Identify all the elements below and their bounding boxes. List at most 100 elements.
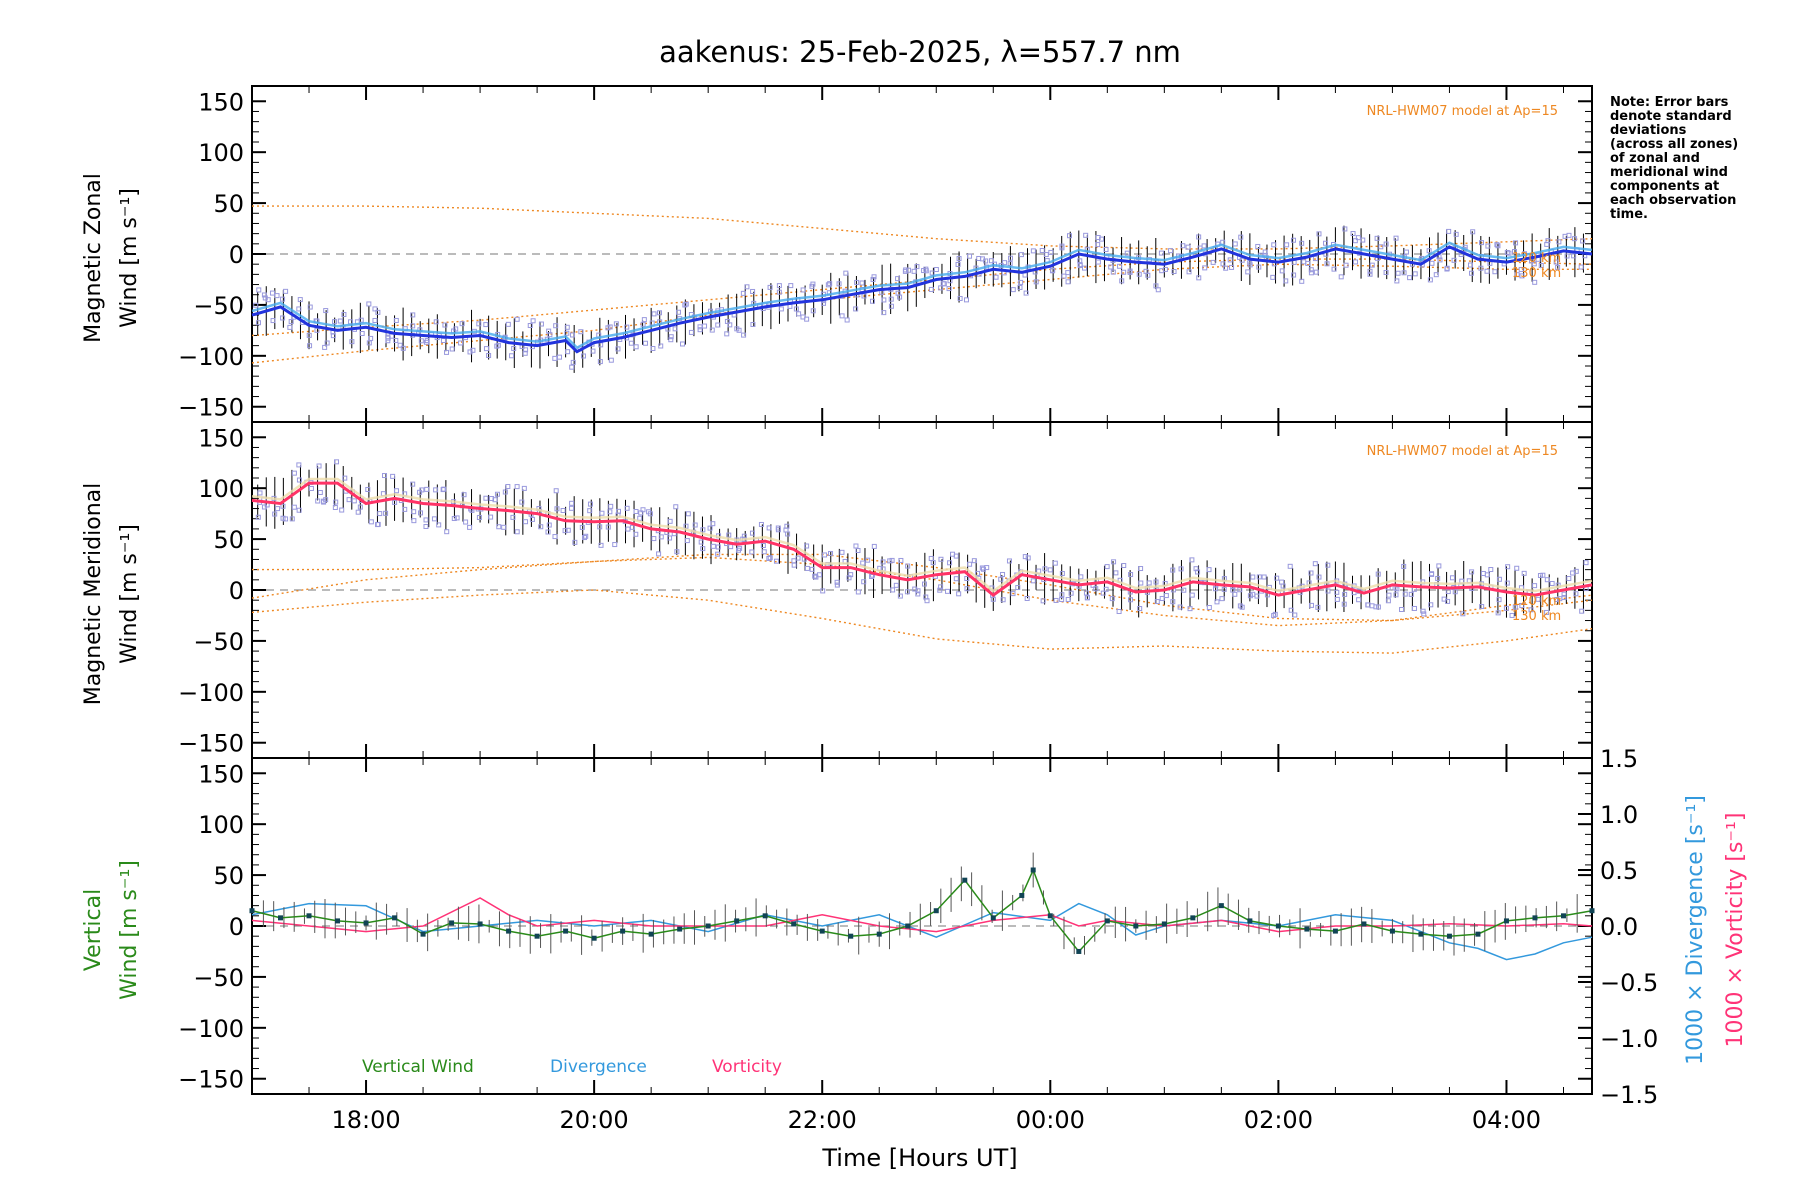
zone-point (1375, 604, 1381, 610)
zone-point (1247, 260, 1253, 266)
vertical-wind-point (762, 913, 768, 919)
zone-point (1521, 570, 1527, 576)
zone-point (1077, 263, 1083, 269)
zone-point (785, 531, 791, 537)
zone-point (1512, 604, 1518, 610)
vertical-wind-point (734, 918, 740, 924)
zone-point (1325, 588, 1331, 594)
zone-point (607, 509, 613, 515)
zone-point (366, 340, 372, 346)
zone-point (256, 287, 262, 293)
zone-point (411, 518, 417, 524)
zone-point (1137, 606, 1143, 612)
zone-point (1555, 264, 1561, 270)
zone-point (1402, 591, 1408, 597)
zone-point (707, 525, 713, 531)
y-tick-label: 0 (229, 241, 244, 269)
zone-point (788, 283, 794, 289)
zone-point (1532, 583, 1538, 589)
zone-point (846, 575, 852, 581)
model-curve (252, 205, 1593, 250)
zone-point (1553, 259, 1559, 265)
zone-point (924, 598, 930, 604)
zone-point (658, 343, 664, 349)
zone-point (775, 525, 781, 531)
zone-point (853, 306, 859, 312)
zone-point (1367, 268, 1373, 274)
zone-point (1403, 249, 1409, 255)
zone-point (834, 579, 840, 585)
zone-point (816, 572, 822, 578)
note-line: meridional wind (1610, 165, 1728, 180)
zone-point (680, 341, 686, 347)
zone-point (758, 521, 764, 527)
zone-point (488, 514, 494, 520)
zone-point (393, 488, 399, 494)
right-y-tick-label: 0.0 (1600, 913, 1638, 941)
zone-point (967, 253, 973, 259)
zone-point (1393, 235, 1399, 241)
model-curve (251, 589, 1593, 654)
zone-point (1399, 607, 1405, 613)
zone-point (470, 347, 476, 353)
zone-point (923, 268, 929, 274)
vertical-wind-point (1161, 921, 1167, 927)
zone-point (633, 531, 639, 537)
zone-point (1401, 563, 1407, 569)
zone-point (724, 318, 730, 324)
zone-point (505, 321, 511, 327)
vertical-ylabel: Vertical Wind [m s⁻¹] (81, 860, 142, 1000)
zone-point (1492, 269, 1498, 275)
zone-point (1262, 249, 1268, 255)
zone-point (459, 321, 465, 327)
zone-point (1373, 604, 1379, 610)
zone-point (1138, 566, 1144, 572)
zone-point (359, 331, 365, 337)
zone-point (509, 353, 515, 359)
zone-point (1219, 596, 1225, 602)
y-tick-label: −50 (193, 964, 244, 992)
zone-point (1531, 261, 1537, 267)
zone-point (1429, 260, 1435, 266)
zone-point (1017, 284, 1023, 290)
zone-point (1312, 561, 1318, 567)
zone-point (564, 330, 570, 336)
zone-point (1496, 576, 1502, 582)
zone-point (496, 524, 502, 530)
zone-point (1180, 243, 1186, 249)
zone-point (332, 505, 338, 511)
y-tick-label: 100 (198, 139, 244, 167)
zone-point (486, 352, 492, 358)
zone-point (1066, 233, 1072, 239)
zone-point (1479, 604, 1485, 610)
zone-point (1136, 271, 1142, 277)
zone-point (1059, 243, 1065, 249)
zone-point (598, 342, 604, 348)
zone-point (417, 489, 423, 495)
zone-point (433, 487, 439, 493)
zone-point (1018, 279, 1024, 285)
zone-point (1214, 599, 1220, 605)
y-tick-label: −150 (178, 730, 244, 758)
zone-point (1427, 277, 1433, 283)
zone-point (1022, 554, 1028, 560)
zone-point (741, 332, 747, 338)
zone-point (1053, 597, 1059, 603)
zone-point (288, 319, 294, 325)
zone-point (392, 499, 398, 505)
zone-point (1109, 596, 1115, 602)
zone-point (1052, 560, 1058, 566)
zone-point (979, 565, 985, 571)
zone-point (827, 281, 833, 287)
zone-point (570, 359, 576, 365)
zone-point (1420, 608, 1426, 614)
zone-point (947, 560, 953, 566)
zone-point (1580, 238, 1586, 244)
zone-point (261, 292, 267, 298)
y-tick-label: 100 (198, 475, 244, 503)
zone-point (349, 339, 355, 345)
zone-point (668, 337, 674, 343)
zone-point (1206, 567, 1212, 573)
x-tick-label: 18:00 (331, 1106, 400, 1134)
zone-point (990, 596, 996, 602)
